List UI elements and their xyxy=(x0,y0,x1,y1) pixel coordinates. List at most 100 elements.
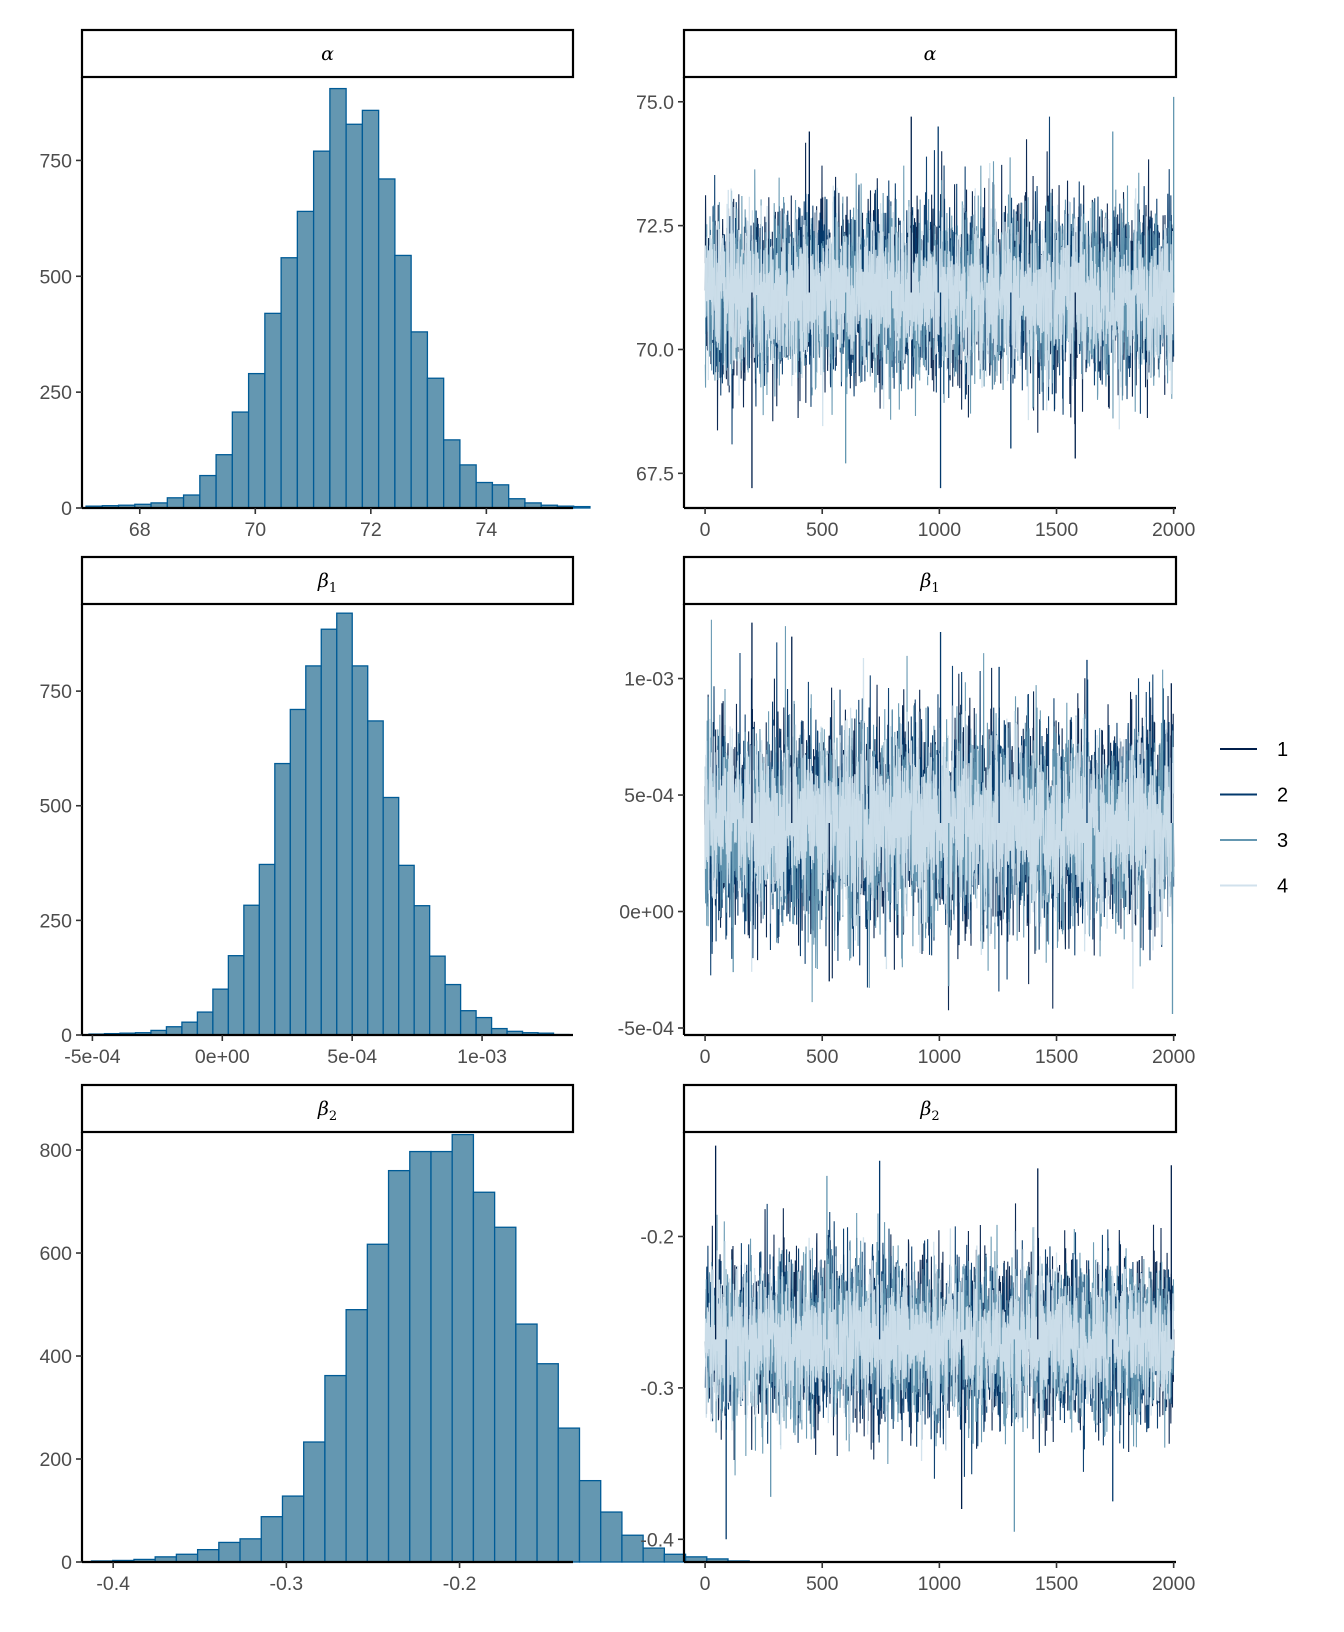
legend-item: 1 xyxy=(1220,739,1288,761)
hist-beta1-x-tick-label: 0e+00 xyxy=(195,1046,250,1068)
trace-alpha-x-tick-label: 500 xyxy=(806,519,839,541)
trace-beta2-strip-label: β2 xyxy=(919,1098,939,1124)
hist-beta2-y-tick-label: 400 xyxy=(39,1346,72,1368)
hist-beta1-bar xyxy=(243,904,260,1036)
hist-beta2-y-tick-label: 800 xyxy=(39,1140,72,1162)
legend-item: 2 xyxy=(1220,785,1288,807)
hist-alpha-strip: α xyxy=(80,28,575,79)
trace-alpha-strip-box xyxy=(682,28,1178,79)
hist-beta2-bar xyxy=(472,1191,496,1563)
hist-beta1-bar xyxy=(351,665,369,1036)
hist-alpha-y-tick-label: 250 xyxy=(39,382,72,404)
hist-beta1-bar xyxy=(181,1021,199,1036)
trace-beta1-strip-box xyxy=(682,555,1178,606)
hist-beta2-bar xyxy=(303,1441,326,1563)
hist-alpha-axes: 68 70 72 74 0 250 500 750 xyxy=(39,77,573,541)
legend-label: 3 xyxy=(1277,830,1288,852)
hist-beta2-bar xyxy=(239,1538,262,1563)
trace-beta1-axes: 0 500 1000 1500 2000 -5e-04 0e+00 5e-04 1e-03 xyxy=(618,604,1196,1068)
trace-beta1-y-tick-label: 0e+00 xyxy=(619,902,674,924)
hist-alpha-bar xyxy=(573,505,591,509)
hist-beta2-bar xyxy=(345,1309,368,1563)
hist-beta1-bar xyxy=(289,708,307,1036)
trace-alpha-strip: α xyxy=(682,28,1178,79)
hist-beta2-bars xyxy=(90,1133,750,1563)
trace-beta2-chain-4 xyxy=(704,1226,1175,1462)
hist-beta1-x-tick-label: -5e-04 xyxy=(64,1046,121,1068)
trace-beta1-chain-4 xyxy=(704,657,1175,989)
hist-alpha-bar xyxy=(394,254,412,509)
legend-label: 1 xyxy=(1277,739,1288,761)
hist-beta1-bar xyxy=(305,665,322,1036)
hist-alpha-bar xyxy=(182,494,201,509)
hist-alpha-bar xyxy=(410,331,429,509)
hist-alpha-x-tick-label: 70 xyxy=(244,519,266,541)
hist-alpha-bar xyxy=(491,484,510,509)
legend-label: 4 xyxy=(1277,876,1288,898)
trace-beta1-x-tick-label: 500 xyxy=(806,1046,839,1068)
hist-beta1-strip-label: β1 xyxy=(317,570,337,596)
trace-beta1-lines xyxy=(704,619,1175,1015)
hist-alpha-bar xyxy=(377,178,396,509)
hist-alpha-bar xyxy=(264,312,282,509)
hist-beta2-bar xyxy=(493,1226,517,1563)
hist-beta1-bar xyxy=(444,983,462,1036)
hist-beta1-bar xyxy=(428,955,446,1036)
trace-beta2-y-tick-label: -0.2 xyxy=(640,1226,674,1248)
trace-beta1-strip: β1 xyxy=(682,555,1178,606)
hist-alpha-bar xyxy=(231,411,250,509)
trace-beta1-x-tick-label: 1500 xyxy=(1035,1046,1079,1068)
hist-beta2-bar xyxy=(557,1427,581,1563)
trace-beta1-x-tick-label: 0 xyxy=(700,1046,711,1068)
legend: 1 2 3 4 xyxy=(1220,739,1288,898)
trace-beta2-axes: 0 500 1000 1500 2000 -0.4 -0.3 -0.2 xyxy=(640,1132,1195,1595)
trace-alpha-y-tick-label: 70.0 xyxy=(636,339,674,361)
hist-beta1-x-tick-label: 1e-03 xyxy=(457,1046,507,1068)
hist-beta1-bars xyxy=(88,612,570,1036)
trace-beta1-y-tick-label: -5e-04 xyxy=(618,1018,675,1040)
hist-beta1-bar xyxy=(398,864,415,1036)
trace-beta2-lines xyxy=(704,1145,1175,1540)
hist-beta2-bar xyxy=(663,1553,687,1563)
trace-beta1-y-tick-label: 5e-04 xyxy=(624,785,674,807)
hist-alpha-bar xyxy=(329,87,347,509)
hist-alpha-y-tick-label: 0 xyxy=(61,498,72,520)
trace-beta2-x-tick-label: 2000 xyxy=(1152,1573,1196,1595)
hist-beta2-axes: -0.4 -0.3 -0.2 0 200 400 600 800 xyxy=(39,1132,573,1595)
hist-beta1-strip: β1 xyxy=(80,555,575,606)
hist-beta2-bar xyxy=(260,1516,284,1563)
hist-alpha-bar xyxy=(508,498,526,509)
hist-beta2-y-tick-label: 600 xyxy=(39,1243,72,1265)
hist-beta1-bar xyxy=(196,1011,214,1036)
hist-beta2-bar xyxy=(600,1511,623,1563)
hist-beta1-y-tick-label: 750 xyxy=(39,681,72,703)
trace-alpha-x-tick-label: 1500 xyxy=(1035,519,1079,541)
trace-beta2-x-tick-label: 1000 xyxy=(918,1573,962,1595)
hist-beta1-strip-box xyxy=(80,555,575,606)
hist-alpha-x-tick-label: 72 xyxy=(360,519,382,541)
hist-beta1-bar xyxy=(475,1016,493,1036)
hist-alpha-y-tick-label: 500 xyxy=(39,266,72,288)
hist-alpha-bar xyxy=(280,257,299,509)
trace-beta2-strip-box xyxy=(682,1083,1178,1134)
hist-beta2-bar xyxy=(578,1479,602,1563)
hist-beta2-bar xyxy=(281,1495,305,1563)
hist-beta2-bar xyxy=(196,1548,220,1563)
trace-beta1-x-tick-label: 1000 xyxy=(918,1046,962,1068)
hist-beta1-x-tick-label: 5e-04 xyxy=(327,1046,377,1068)
hist-beta2-y-tick-label: 200 xyxy=(39,1449,72,1471)
hist-beta2-bar xyxy=(324,1374,347,1563)
trace-alpha-y-tick-label: 72.5 xyxy=(636,216,674,238)
hist-alpha-bar xyxy=(199,474,217,509)
trace-beta1-x-tick-label: 2000 xyxy=(1152,1046,1196,1068)
hist-beta1-bar xyxy=(367,720,384,1036)
trace-beta2-y-tick-label: -0.4 xyxy=(640,1529,674,1551)
hist-beta2-bar xyxy=(451,1133,475,1563)
hist-beta2-bar xyxy=(218,1541,241,1563)
hist-beta1-axes: -5e-04 0e+00 5e-04 1e-03 0 250 500 750 xyxy=(39,604,573,1068)
hist-beta1-bar xyxy=(258,863,276,1036)
trace-beta2-x-tick-label: 1500 xyxy=(1035,1573,1079,1595)
hist-alpha-bar xyxy=(166,497,185,509)
trace-alpha-y-tick-label: 75.0 xyxy=(636,92,674,114)
trace-alpha-chain-4 xyxy=(704,162,1175,430)
